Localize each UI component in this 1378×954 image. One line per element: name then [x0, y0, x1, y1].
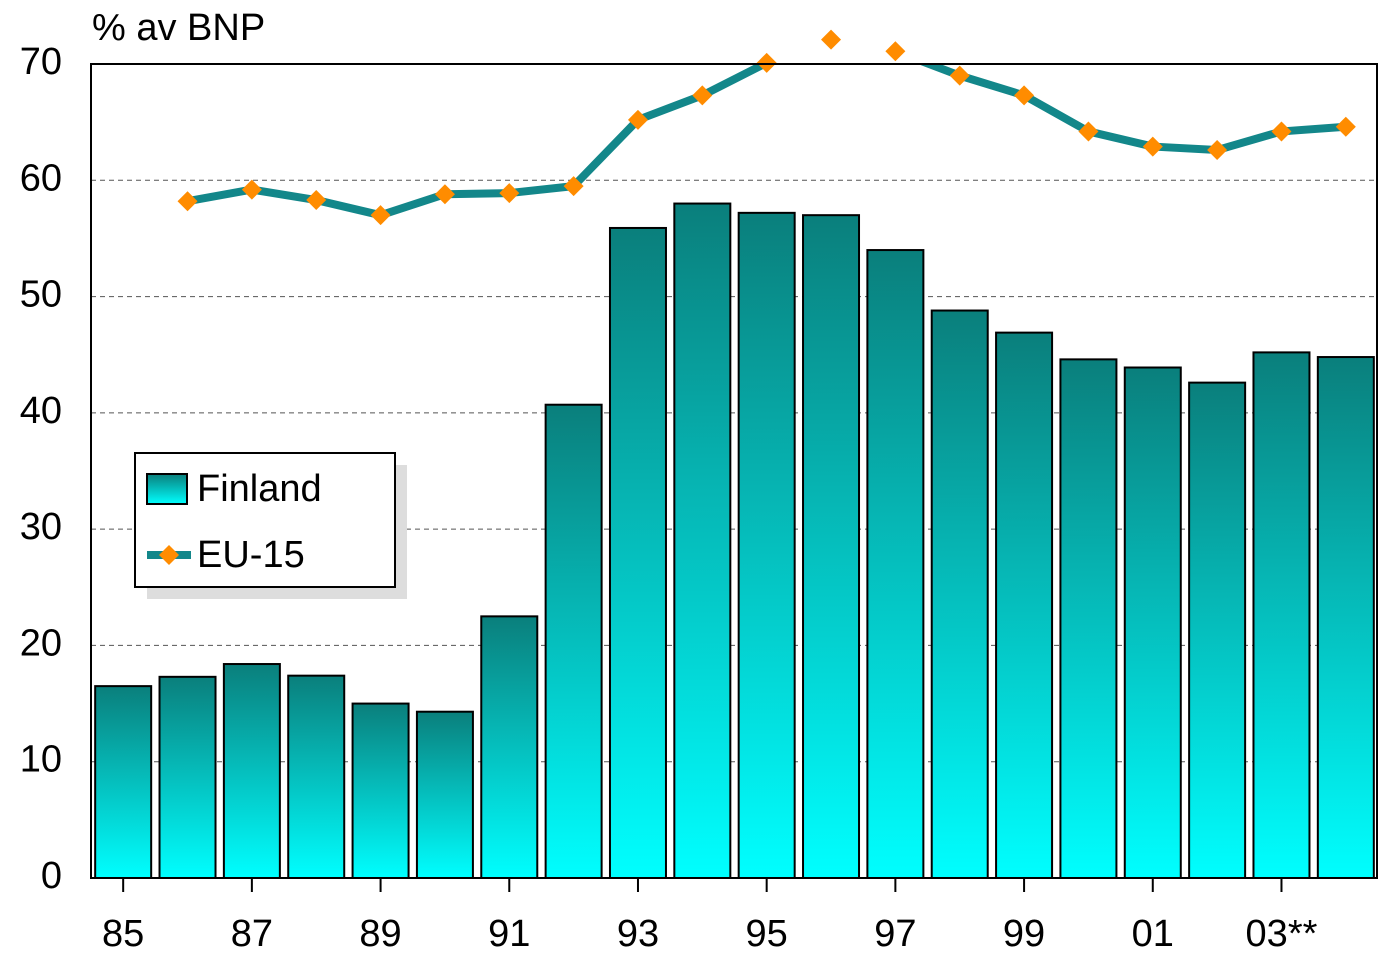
y-tick-label: 30: [20, 506, 62, 548]
marker: [1142, 136, 1163, 157]
plot-frame: [90, 63, 1378, 879]
x-tick-label: 95: [746, 913, 788, 954]
marker: [563, 176, 584, 197]
marker: [1207, 140, 1228, 161]
bar: [415, 710, 474, 879]
bar: [1252, 351, 1311, 880]
bar: [222, 663, 281, 880]
x-tick-label: 91: [488, 913, 530, 954]
y-tick-label: 10: [20, 739, 62, 781]
marker: [306, 190, 327, 211]
x-tick-label: 87: [231, 913, 273, 954]
x-tick-label: 03**: [1246, 913, 1318, 954]
legend-marker: [159, 545, 179, 565]
bar: [1188, 381, 1247, 879]
bar: [544, 403, 603, 879]
marker: [499, 183, 520, 204]
marker: [1271, 121, 1292, 142]
bar: [866, 249, 925, 880]
marker: [821, 29, 842, 50]
bar: [94, 685, 153, 880]
marker: [885, 41, 906, 62]
bar: [737, 211, 796, 880]
marker: [177, 191, 198, 212]
marker: [756, 52, 777, 73]
marker: [1014, 85, 1035, 106]
y-tick-label: 70: [20, 41, 62, 83]
bar: [673, 202, 732, 880]
y-tick-label: 0: [41, 855, 62, 897]
marker: [692, 85, 713, 106]
legend-label: Finland: [197, 468, 322, 510]
y-tick-label: 40: [20, 390, 62, 432]
y-axis-title: % av BNP: [92, 7, 265, 49]
x-tick-label: 93: [617, 913, 659, 954]
x-tick-label: 01: [1132, 913, 1174, 954]
marker: [1078, 121, 1099, 142]
bar: [930, 309, 989, 880]
bar: [1316, 356, 1375, 880]
bar: [480, 615, 539, 879]
bar: [351, 702, 410, 879]
y-tick-label: 60: [20, 157, 62, 199]
marker: [241, 179, 262, 200]
y-tick-label: 50: [20, 274, 62, 316]
marker: [949, 65, 970, 86]
marker: [627, 109, 648, 130]
bar: [158, 675, 217, 880]
x-tick-label: 99: [1003, 913, 1045, 954]
legend-label: EU-15: [197, 534, 305, 576]
bar: [287, 674, 346, 879]
legend-swatch: [146, 473, 188, 505]
x-tick-label: 97: [874, 913, 916, 954]
bar: [1059, 358, 1118, 879]
y-tick-label: 20: [20, 622, 62, 664]
x-tick-label: 89: [359, 913, 401, 954]
marker: [434, 184, 455, 205]
marker: [370, 205, 391, 226]
bar: [608, 226, 667, 880]
bar: [995, 331, 1054, 879]
x-tick-label: 85: [102, 913, 144, 954]
bar: [1123, 366, 1182, 879]
marker: [1335, 116, 1356, 137]
bar: [802, 214, 861, 879]
